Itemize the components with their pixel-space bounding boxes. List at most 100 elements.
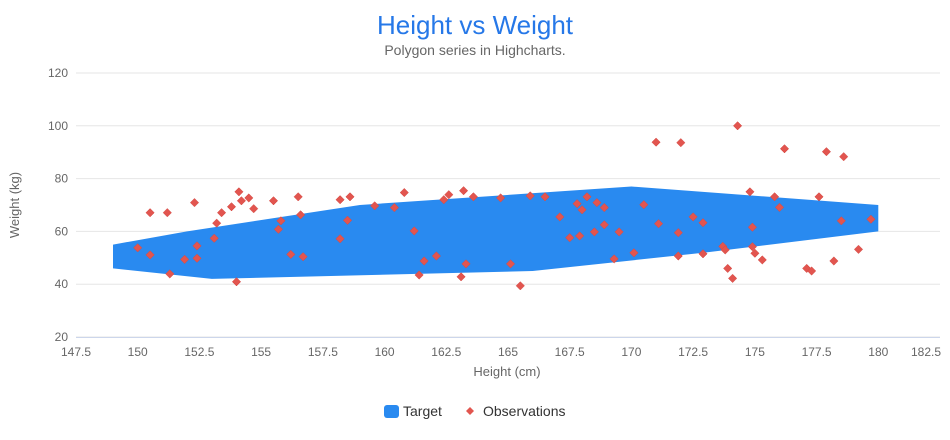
x-tick-label: 157.5	[308, 345, 338, 359]
observation-point[interactable]	[575, 231, 585, 241]
observation-point[interactable]	[676, 138, 686, 148]
observation-point[interactable]	[298, 252, 308, 262]
observation-point[interactable]	[456, 272, 466, 282]
observation-point[interactable]	[836, 216, 846, 226]
observation-point[interactable]	[829, 256, 839, 266]
observation-point[interactable]	[698, 249, 708, 259]
observation-point[interactable]	[750, 248, 760, 258]
x-tick-label: 150	[128, 345, 148, 359]
observation-point[interactable]	[459, 186, 469, 196]
observation-point[interactable]	[192, 253, 202, 263]
observation-point[interactable]	[839, 152, 849, 162]
observation-point[interactable]	[145, 208, 155, 218]
legend: Target Observations	[384, 403, 565, 419]
observation-point[interactable]	[614, 227, 624, 237]
observation-point[interactable]	[821, 147, 831, 157]
observation-point[interactable]	[496, 193, 506, 203]
observation-point[interactable]	[589, 227, 599, 237]
observation-point[interactable]	[565, 233, 575, 243]
observation-point[interactable]	[276, 216, 286, 226]
observation-point[interactable]	[192, 241, 202, 251]
observation-point[interactable]	[525, 191, 535, 201]
observation-point[interactable]	[688, 212, 698, 222]
observation-point[interactable]	[572, 199, 582, 209]
observation-point[interactable]	[747, 242, 757, 252]
legend-item-target[interactable]: Target	[384, 403, 442, 419]
observation-point[interactable]	[342, 215, 353, 225]
observation-point[interactable]	[779, 144, 790, 154]
observation-point[interactable]	[733, 121, 743, 131]
observation-point[interactable]	[444, 190, 454, 200]
observation-point[interactable]	[234, 187, 244, 197]
observation-point[interactable]	[770, 192, 780, 202]
observation-point[interactable]	[268, 196, 279, 206]
observation-point[interactable]	[439, 195, 449, 205]
observation-point[interactable]	[577, 205, 587, 215]
observation-point[interactable]	[757, 255, 767, 265]
observation-point[interactable]	[540, 192, 550, 202]
observation-point[interactable]	[592, 198, 602, 208]
observation-point[interactable]	[133, 243, 143, 253]
observation-point[interactable]	[209, 233, 219, 243]
observation-point[interactable]	[165, 269, 175, 279]
observation-point[interactable]	[853, 244, 864, 254]
observation-point[interactable]	[609, 254, 619, 264]
observation-point[interactable]	[399, 188, 409, 198]
observation-point[interactable]	[244, 193, 254, 203]
observation-point[interactable]	[231, 277, 242, 287]
observation-point[interactable]	[189, 198, 200, 208]
observation-point[interactable]	[629, 248, 639, 258]
observation-point[interactable]	[728, 273, 738, 283]
observation-point[interactable]	[582, 192, 592, 202]
observation-point[interactable]	[145, 250, 155, 260]
observation-point[interactable]	[335, 234, 345, 244]
observation-point[interactable]	[814, 192, 824, 202]
observation-point[interactable]	[599, 203, 609, 213]
observation-point[interactable]	[389, 203, 399, 213]
y-axis-tick-labels: 20 40 60 80 100 120	[48, 66, 68, 344]
observation-point[interactable]	[409, 226, 419, 236]
observation-point[interactable]	[654, 219, 664, 229]
observation-point[interactable]	[747, 222, 757, 232]
observation-point[interactable]	[639, 200, 649, 210]
observation-point[interactable]	[293, 192, 303, 202]
observation-point[interactable]	[212, 218, 222, 228]
observation-point[interactable]	[335, 195, 345, 205]
observation-point[interactable]	[720, 245, 730, 255]
observation-point[interactable]	[468, 192, 478, 202]
observation-point[interactable]	[419, 256, 429, 266]
x-tick-label: 167.5	[555, 345, 585, 359]
legend-item-observations[interactable]: Observations	[466, 403, 565, 419]
x-tick-label: 172.5	[678, 345, 708, 359]
observation-point[interactable]	[698, 218, 708, 228]
x-tick-label: 175	[745, 345, 765, 359]
observation-point[interactable]	[599, 220, 609, 230]
observation-point[interactable]	[866, 214, 876, 224]
observation-point[interactable]	[249, 204, 259, 214]
observation-point[interactable]	[286, 249, 296, 259]
observation-point[interactable]	[273, 224, 283, 234]
observation-point[interactable]	[236, 196, 246, 206]
observation-point[interactable]	[651, 137, 661, 147]
diamond-marker-icon	[466, 407, 474, 415]
observation-point[interactable]	[515, 281, 525, 291]
observation-point[interactable]	[296, 210, 306, 220]
y-tick-label: 100	[48, 119, 68, 133]
observation-point[interactable]	[807, 266, 817, 276]
observation-point[interactable]	[505, 259, 516, 269]
observation-point[interactable]	[555, 212, 565, 222]
observation-point[interactable]	[370, 201, 380, 211]
observation-point[interactable]	[180, 254, 190, 264]
observation-point[interactable]	[745, 187, 755, 197]
observation-point[interactable]	[431, 251, 441, 261]
observation-point[interactable]	[461, 259, 471, 269]
observation-point[interactable]	[774, 202, 785, 212]
observation-point[interactable]	[673, 228, 683, 238]
observation-point[interactable]	[414, 270, 424, 280]
observation-point[interactable]	[226, 202, 237, 212]
observation-point[interactable]	[723, 263, 733, 273]
observation-point[interactable]	[673, 251, 683, 261]
observation-point[interactable]	[217, 208, 227, 218]
observation-point[interactable]	[345, 192, 355, 202]
observation-point[interactable]	[162, 208, 172, 218]
